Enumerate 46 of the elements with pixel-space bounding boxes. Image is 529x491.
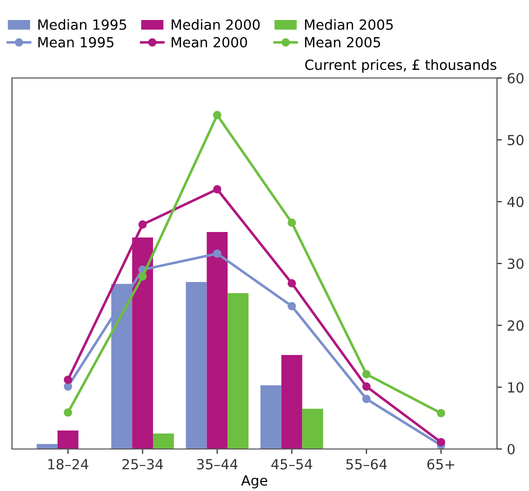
legend-label: Median 2005	[305, 19, 393, 30]
y-axis-title: Current prices, £ thousands	[305, 59, 496, 73]
bar	[281, 355, 302, 449]
y-tick-label: 0	[508, 444, 515, 454]
bar	[206, 232, 228, 449]
bar	[58, 430, 78, 449]
y-tick-label: 10	[508, 382, 524, 393]
legend-label: Mean 1995	[38, 36, 114, 48]
point	[213, 185, 222, 194]
legend-label: Median 1995	[38, 19, 126, 30]
y-tick-label: 60	[508, 72, 524, 84]
point	[362, 370, 371, 378]
point	[436, 408, 446, 418]
point	[64, 376, 72, 384]
point	[64, 382, 72, 391]
x-tick-label: 55–64	[346, 458, 387, 470]
x-axis-title: Age	[241, 475, 268, 488]
point	[362, 382, 371, 391]
x-tick-label: 25–34	[122, 458, 163, 470]
y-tick-label: 50	[508, 134, 524, 146]
x-tick-label: 65+	[427, 458, 454, 470]
bar	[228, 293, 249, 449]
point	[213, 110, 222, 120]
bar	[36, 444, 58, 449]
point	[288, 302, 296, 310]
x-tick-label: 35–44	[197, 458, 238, 470]
bar	[186, 282, 207, 449]
point	[288, 279, 296, 288]
y-tick-label: 40	[507, 196, 524, 208]
point	[138, 220, 147, 229]
point	[64, 408, 72, 417]
legend-label: Median 2000	[172, 19, 260, 30]
bar	[153, 434, 174, 449]
point	[138, 272, 147, 281]
bar	[302, 408, 324, 449]
legend-label: Mean 2005	[305, 36, 380, 48]
bar	[260, 385, 282, 449]
legend-label: Mean 2000	[172, 36, 248, 48]
y-tick-label: 30	[508, 258, 524, 269]
point	[362, 394, 371, 404]
point	[288, 218, 296, 227]
y-tick-label: 20	[508, 320, 524, 331]
point	[213, 249, 222, 258]
x-tick-label: 18–24	[48, 458, 88, 470]
point	[436, 438, 446, 446]
x-tick-label: 45–54	[271, 459, 312, 470]
